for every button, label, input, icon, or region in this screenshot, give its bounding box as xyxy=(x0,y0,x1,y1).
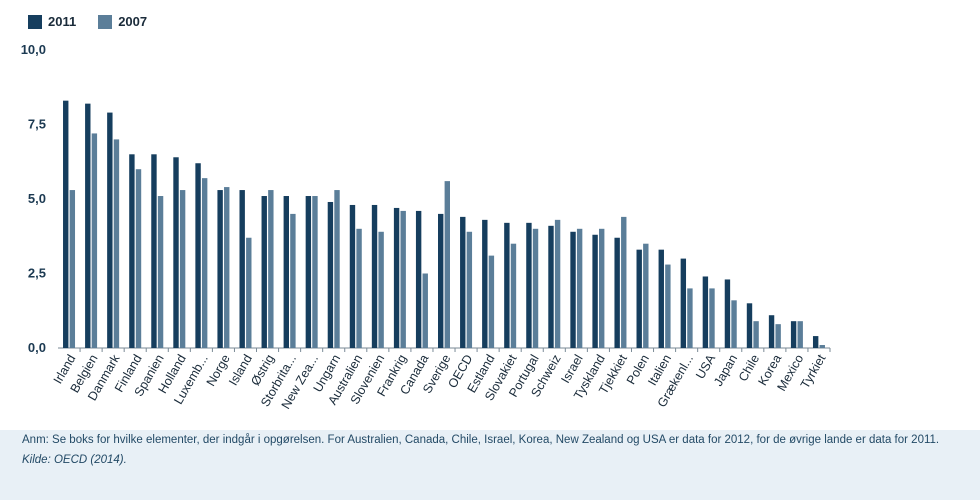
bar-2011-13 xyxy=(349,204,356,348)
bar-2007-25 xyxy=(621,216,627,348)
bar-2007-15 xyxy=(400,210,406,348)
bar-2007-19 xyxy=(488,255,495,348)
bar-2011-31 xyxy=(746,303,753,348)
bar-2011-23 xyxy=(570,231,576,348)
bar-2011-32 xyxy=(768,315,775,348)
bar-2007-16 xyxy=(422,273,428,348)
bar-2011-26 xyxy=(636,249,642,348)
bar-2007-18 xyxy=(466,231,473,348)
footer: Anm: Se boks for hvilke elementer, der i… xyxy=(22,432,972,469)
bar-chart: 0,02,55,07,510,0IrlandBelgienDanmarkFinl… xyxy=(21,42,831,411)
bar-2011-21 xyxy=(526,222,532,348)
bar-2011-14 xyxy=(371,204,378,348)
y-tick-label: 0,0 xyxy=(28,340,46,355)
bar-2007-34 xyxy=(819,345,825,348)
bar-2007-0 xyxy=(69,190,76,348)
bar-2011-30 xyxy=(724,279,731,348)
bar-2007-23 xyxy=(576,228,583,348)
y-tick-label: 5,0 xyxy=(28,191,46,206)
bar-2007-14 xyxy=(378,231,384,348)
y-tick-label: 10,0 xyxy=(21,42,46,57)
bar-2007-11 xyxy=(312,196,318,348)
legend-label-2007: 2007 xyxy=(118,14,148,29)
bar-2007-7 xyxy=(224,187,230,348)
legend-swatch-2007 xyxy=(98,14,113,29)
bar-2011-10 xyxy=(283,196,289,348)
bar-2007-33 xyxy=(797,321,803,348)
bar-2007-24 xyxy=(599,228,605,348)
bar-2007-30 xyxy=(731,300,737,348)
bar-2011-29 xyxy=(702,276,709,348)
bar-2011-20 xyxy=(504,222,510,348)
bar-2011-27 xyxy=(658,249,664,348)
legend-item-2007: 2007 xyxy=(98,14,147,29)
bar-2011-4 xyxy=(151,154,157,348)
bar-2007-1 xyxy=(91,133,98,348)
legend-item-2011: 2011 xyxy=(28,14,76,29)
bar-2007-13 xyxy=(356,228,362,348)
footnote: Anm: Se boks for hvilke elementer, der i… xyxy=(22,434,940,446)
bar-2007-6 xyxy=(201,178,208,348)
bar-2011-16 xyxy=(415,210,422,348)
bar-2011-18 xyxy=(460,216,466,348)
bar-2011-1 xyxy=(85,103,91,348)
bar-2007-21 xyxy=(532,228,539,348)
y-tick-label: 7,5 xyxy=(28,117,46,132)
bar-2011-7 xyxy=(217,190,223,348)
bar-2011-19 xyxy=(482,219,488,348)
bar-2011-12 xyxy=(327,201,334,348)
bar-2011-25 xyxy=(614,237,620,348)
bar-2011-5 xyxy=(173,157,179,348)
bar-2007-31 xyxy=(753,321,759,348)
legend-swatch-2011 xyxy=(28,14,42,29)
bar-2011-15 xyxy=(393,207,400,348)
y-tick-label: 2,5 xyxy=(28,266,46,281)
bar-2007-22 xyxy=(554,219,561,348)
bar-2011-0 xyxy=(63,100,69,348)
bar-2007-10 xyxy=(290,213,296,348)
bar-2007-28 xyxy=(687,288,693,348)
bar-2011-28 xyxy=(680,258,687,348)
bar-2007-8 xyxy=(246,237,252,348)
bar-2011-6 xyxy=(195,163,201,348)
bar-2011-8 xyxy=(239,190,245,348)
bar-2007-9 xyxy=(268,190,274,348)
bar-2011-11 xyxy=(305,196,312,348)
legend-label-2011: 2011 xyxy=(48,14,77,29)
bar-2011-22 xyxy=(548,225,554,348)
bar-2007-2 xyxy=(113,139,120,348)
bar-2007-29 xyxy=(709,288,715,348)
bar-2007-17 xyxy=(444,181,450,348)
bar-2007-20 xyxy=(510,243,517,348)
bar-2007-32 xyxy=(775,324,781,348)
chart-area: 2011 2007 0,0 2,5 5,0 7,5 10,0 Irland Belgien D… xyxy=(0,0,980,430)
bar-2011-9 xyxy=(261,196,267,348)
bar-2007-5 xyxy=(179,190,186,348)
bar-2011-2 xyxy=(107,112,113,348)
bar-2007-3 xyxy=(135,169,142,348)
legend: 2011 2007 xyxy=(28,14,147,29)
bar-2011-33 xyxy=(790,321,797,348)
bar-2007-27 xyxy=(665,264,671,348)
bar-2011-34 xyxy=(812,336,819,348)
bar-2007-12 xyxy=(334,190,340,348)
bar-2011-17 xyxy=(438,213,444,348)
bar-2007-4 xyxy=(157,196,164,348)
bar-2011-3 xyxy=(129,154,135,348)
bar-2007-26 xyxy=(643,243,649,348)
bar-2011-24 xyxy=(592,234,598,348)
source-note: Kilde: OECD (2014). xyxy=(22,454,127,466)
